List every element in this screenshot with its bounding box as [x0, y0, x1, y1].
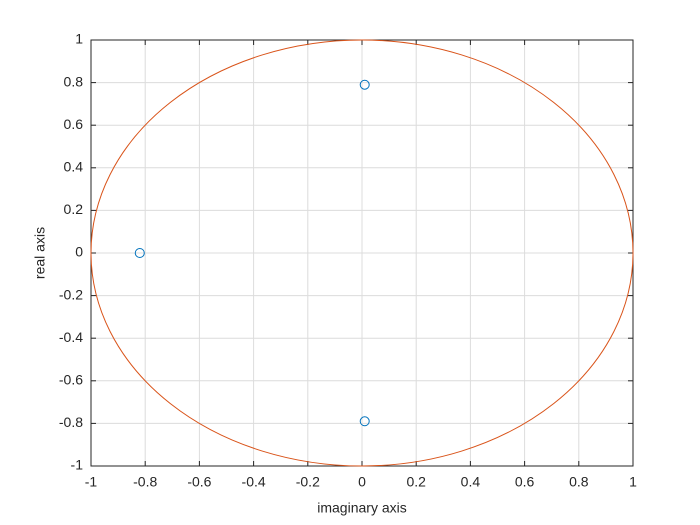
y-tick-label: 0.2 [64, 201, 84, 217]
y-tick-label: 0.8 [64, 73, 84, 89]
x-tick-label: -0.4 [242, 474, 266, 490]
x-tick-label: -0.2 [296, 474, 320, 490]
x-axis-label: imaginary axis [317, 500, 406, 516]
y-tick-label: -0.4 [59, 329, 83, 345]
x-tick-label: 1 [629, 474, 637, 490]
x-tick-label: 0 [358, 474, 366, 490]
zero-marker [134, 248, 145, 258]
x-tick-label: 0.8 [569, 474, 589, 490]
y-tick-label: -0.2 [59, 286, 83, 302]
x-tick-label: 0.6 [515, 474, 535, 490]
x-tick-label: -1 [85, 474, 98, 490]
y-tick-label: -0.8 [59, 414, 83, 430]
x-tick-label: 0.4 [461, 474, 481, 490]
x-tick-label: -0.6 [187, 474, 211, 490]
x-tick-label: 0.2 [406, 474, 426, 490]
y-tick-label: 0.6 [64, 116, 84, 132]
x-tick-label: -0.8 [133, 474, 157, 490]
y-tick-label: -0.6 [59, 372, 83, 388]
y-tick-label: 0 [75, 244, 83, 260]
y-tick-label: -1 [71, 457, 84, 473]
zero-marker [359, 79, 370, 90]
y-axis-label: real axis [32, 227, 48, 279]
zero-marker [359, 416, 370, 427]
y-tick-label: 1 [75, 31, 83, 47]
y-tick-label: 0.4 [64, 159, 84, 175]
unit-circle [90, 39, 634, 467]
